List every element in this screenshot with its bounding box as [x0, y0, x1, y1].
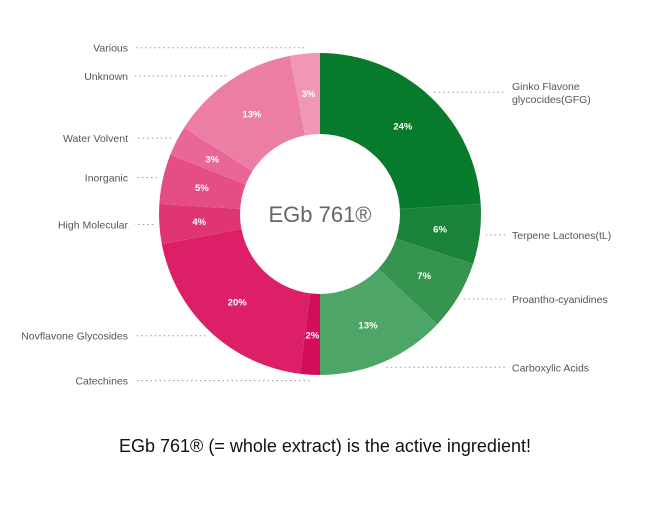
donut-chart: 24% 6% 7% 13% 2% 20% 4% 5% 3% 13% 3% EGb 761® Gink… — [21, 43, 611, 388]
category-label: Ginko Flavone glycocides(GFG) — [512, 81, 591, 106]
chart-center-label: EGb 761® — [268, 202, 371, 227]
slice-value-label: 5% — [195, 183, 209, 194]
slice-labels: Ginko Flavone glycocides(GFG) Terpene Lact… — [21, 43, 611, 388]
slice-value-label: 6% — [433, 225, 447, 236]
pie-slice — [159, 154, 247, 210]
pie-slice — [320, 53, 481, 210]
category-label: Water Volvent — [63, 133, 128, 145]
category-label: Inorganic — [85, 173, 128, 185]
leader-lines — [135, 47, 505, 382]
slice-value-label: 3% — [205, 155, 219, 166]
category-label: Catechines — [75, 376, 128, 388]
chart-caption: EGb 761® (= whole extract) is the active… — [119, 436, 531, 456]
pie-slice — [377, 238, 474, 325]
pie-slice — [395, 203, 481, 264]
donut-hole — [240, 134, 400, 294]
slice-value-label: 24% — [393, 121, 413, 132]
slice-value-label: 4% — [192, 217, 206, 228]
category-label: High Molecular — [58, 219, 129, 231]
slice-value-label: 7% — [417, 271, 431, 282]
slice-value-label: 13% — [359, 321, 379, 332]
pie-slice — [159, 203, 243, 245]
category-label: Various — [93, 43, 128, 55]
category-label: Terpene Lactones(tL) — [512, 230, 611, 242]
slice-value-label: 3% — [302, 89, 316, 100]
pie-slice — [170, 127, 254, 185]
chart-slices: 24% 6% 7% 13% 2% 20% 4% 5% 3% 13% 3% — [159, 53, 481, 375]
pie-slice — [299, 292, 320, 375]
category-label: Carboxylic Acids — [512, 362, 589, 374]
pie-slice — [184, 55, 306, 172]
pie-slice — [161, 228, 311, 374]
slice-value-label: 2% — [306, 330, 320, 341]
slice-value-label: 13% — [242, 109, 262, 120]
category-label: Unknown — [84, 71, 128, 83]
pie-slice — [320, 268, 438, 375]
slice-value-label: 20% — [228, 298, 248, 309]
category-label: Novflavone Glycosides — [21, 331, 128, 343]
pie-slice — [289, 53, 320, 137]
category-label: Proantho-cyanidines — [512, 294, 608, 306]
